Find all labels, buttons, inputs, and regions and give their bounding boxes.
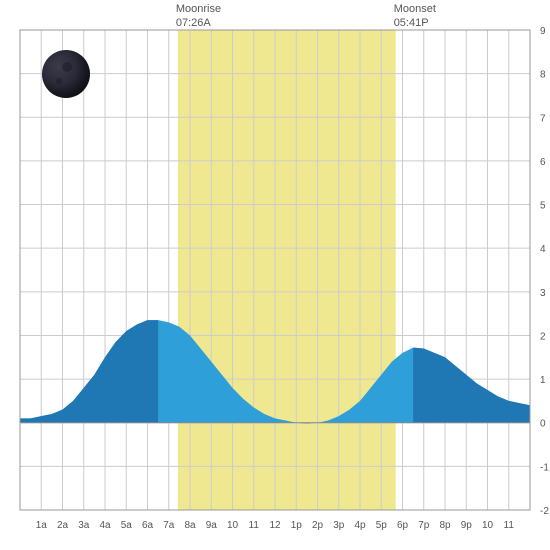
svg-text:5p: 5p	[376, 520, 388, 531]
moonrise-label: Moonrise 07:26A	[176, 2, 221, 31]
moon-phase-icon	[42, 50, 90, 98]
svg-text:7: 7	[540, 113, 546, 124]
svg-text:9: 9	[540, 26, 546, 37]
moonrise-text: Moonrise	[176, 2, 221, 16]
svg-text:10: 10	[227, 520, 239, 531]
svg-text:6: 6	[540, 157, 546, 168]
svg-text:11: 11	[504, 520, 515, 531]
svg-text:7p: 7p	[418, 520, 430, 531]
svg-text:8p: 8p	[439, 520, 451, 531]
svg-text:6p: 6p	[397, 520, 409, 531]
svg-text:3: 3	[540, 288, 546, 299]
moonset-label: Moonset 05:41P	[394, 2, 436, 31]
svg-text:10: 10	[482, 520, 494, 531]
svg-text:4p: 4p	[354, 520, 366, 531]
svg-text:3a: 3a	[78, 520, 90, 531]
svg-text:8a: 8a	[184, 520, 196, 531]
svg-text:1: 1	[540, 375, 546, 386]
svg-text:8: 8	[540, 70, 546, 81]
svg-text:11: 11	[249, 520, 260, 531]
svg-text:1a: 1a	[36, 520, 48, 531]
svg-text:-2: -2	[540, 506, 549, 517]
moonrise-time: 07:26A	[176, 16, 221, 30]
svg-text:9p: 9p	[461, 520, 473, 531]
svg-text:6a: 6a	[142, 520, 154, 531]
svg-text:9a: 9a	[206, 520, 218, 531]
svg-text:0: 0	[540, 419, 546, 430]
svg-text:7a: 7a	[163, 520, 175, 531]
svg-text:2: 2	[540, 331, 546, 342]
svg-text:2p: 2p	[312, 520, 324, 531]
svg-text:12: 12	[269, 520, 281, 531]
svg-text:2a: 2a	[57, 520, 69, 531]
svg-text:-1: -1	[540, 462, 549, 473]
svg-text:5: 5	[540, 201, 546, 212]
svg-text:1p: 1p	[291, 520, 303, 531]
moonset-time: 05:41P	[394, 16, 436, 30]
tide-chart: 1a2a3a4a5a6a7a8a9a1011121p2p3p4p5p6p7p8p…	[0, 0, 550, 550]
moonset-text: Moonset	[394, 2, 436, 16]
svg-text:4a: 4a	[99, 520, 111, 531]
svg-text:5a: 5a	[121, 520, 133, 531]
svg-text:3p: 3p	[333, 520, 345, 531]
svg-text:4: 4	[540, 244, 546, 255]
